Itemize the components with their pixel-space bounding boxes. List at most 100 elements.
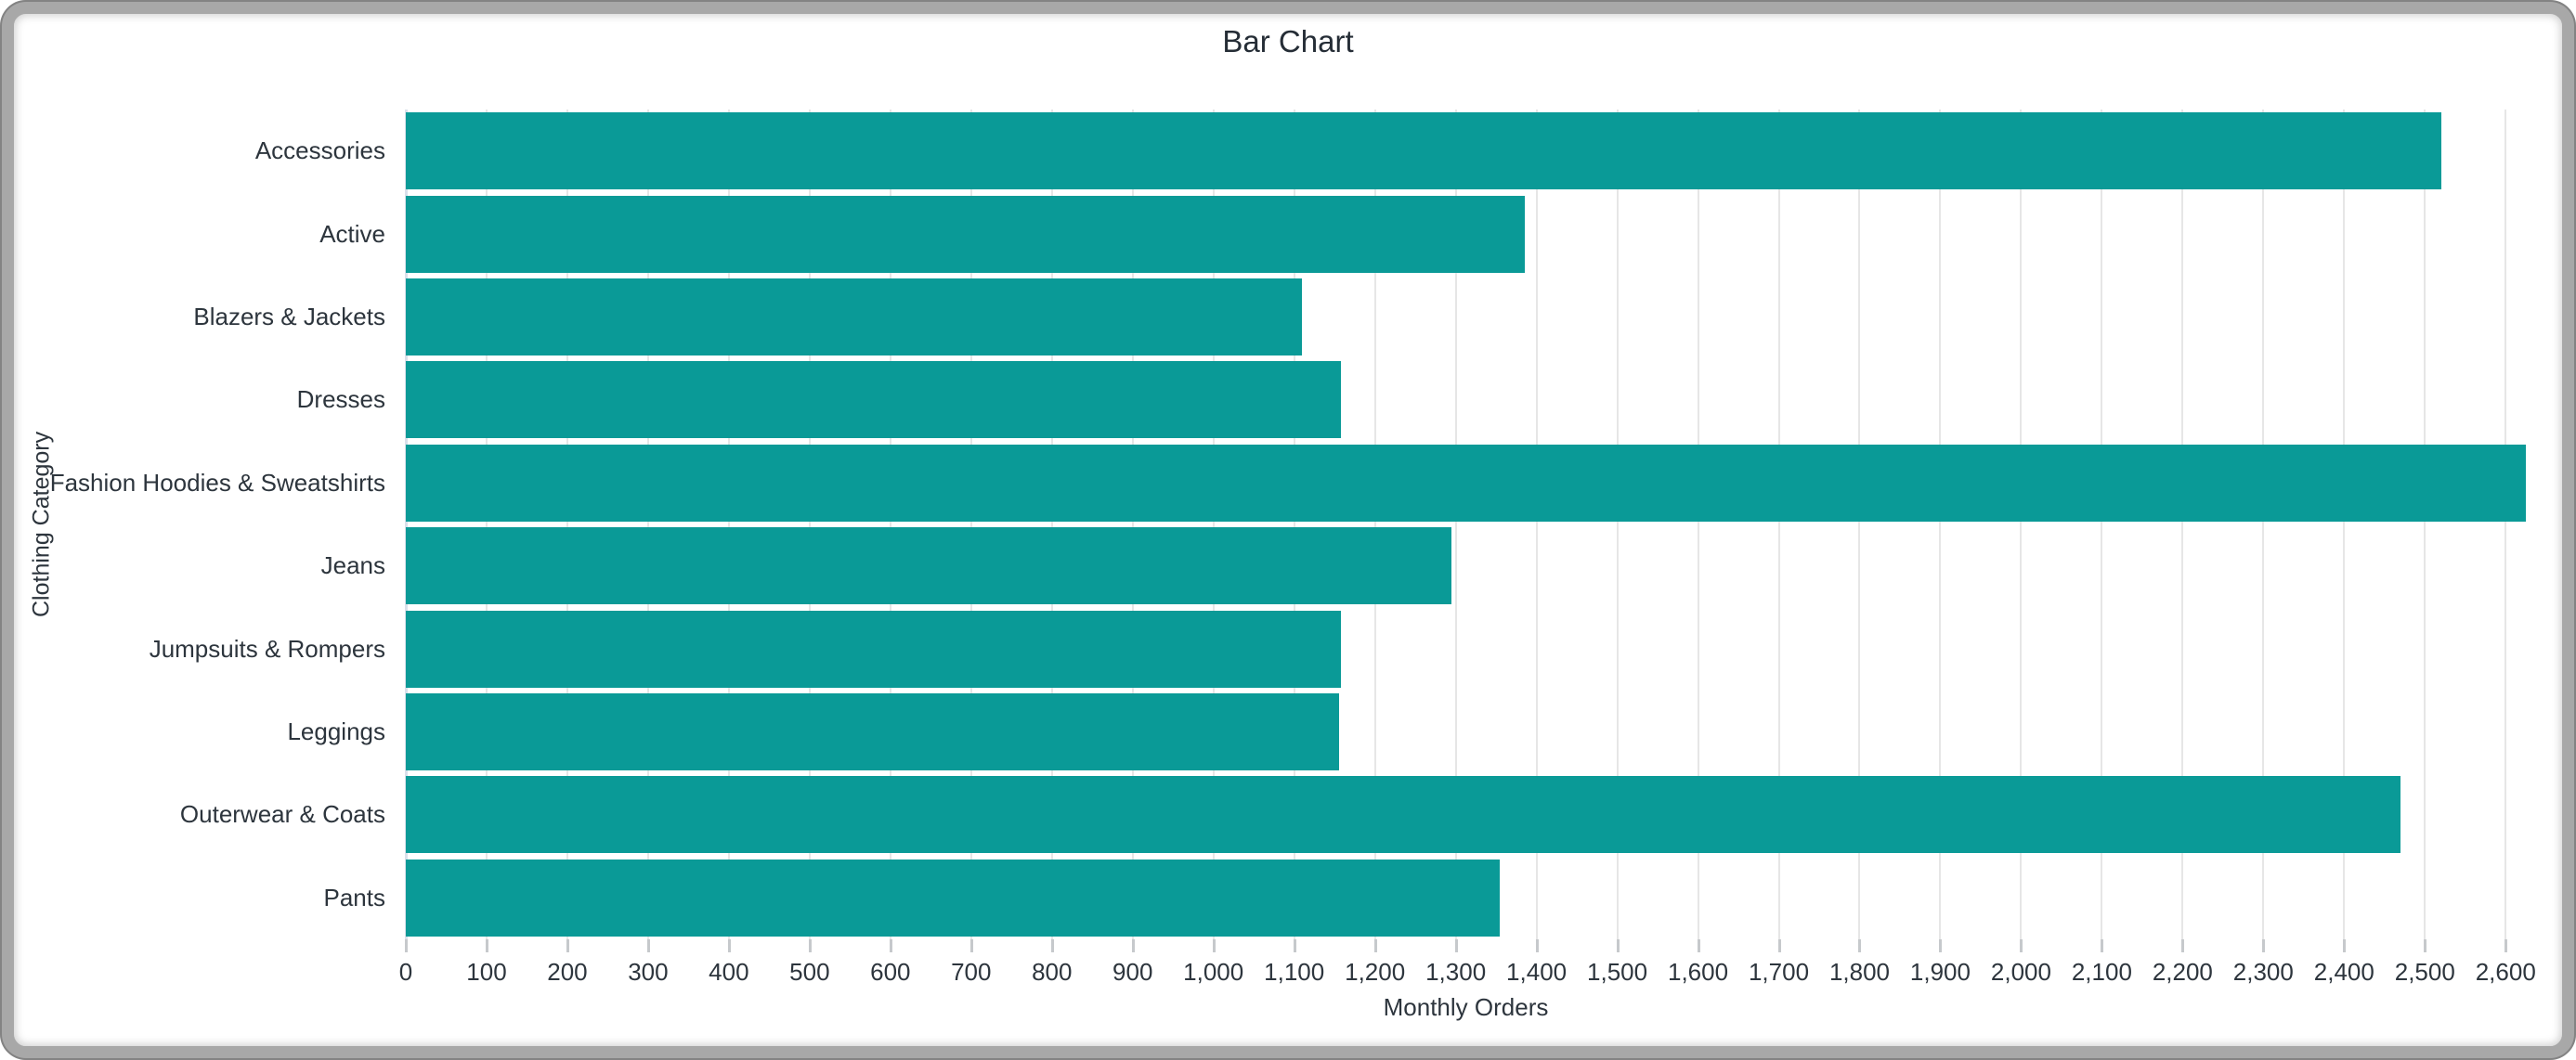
x-tick-label: 2,500 (2394, 958, 2455, 986)
y-tick-label: Jumpsuits & Rompers (149, 634, 385, 663)
x-tick-mark (1939, 939, 1943, 952)
x-tick-mark (485, 939, 488, 952)
x-tick-mark (1454, 939, 1458, 952)
plot-area (405, 110, 2526, 939)
x-tick-label: 300 (628, 958, 669, 986)
gridline (1454, 110, 1457, 939)
bar-row (406, 524, 2526, 607)
y-axis-line (405, 110, 408, 939)
gridline (2424, 110, 2426, 939)
gridline (889, 110, 891, 939)
x-tick-mark (646, 939, 650, 952)
y-tick-label: Blazers & Jackets (193, 303, 385, 331)
x-axis: 0 100 200 300 400 500 600 700 800 900 1,000 1,100 1,… (399, 939, 2536, 995)
gridline (2181, 110, 2184, 939)
gridline (808, 110, 811, 939)
x-tick-mark (2181, 939, 2185, 952)
x-tick-label: 700 (951, 958, 992, 986)
gridline (727, 110, 730, 939)
x-tick-mark (1050, 939, 1054, 952)
x-tick-mark (889, 939, 892, 952)
bar-row (406, 276, 2526, 358)
gridline (1939, 110, 1942, 939)
x-tick-label: 1,400 (1506, 958, 1568, 986)
x-tick-mark (1616, 939, 1620, 952)
bar-row (406, 773, 2526, 856)
x-tick-label: 1,700 (1748, 958, 1810, 986)
bar-blazers-jackets[interactable] (406, 278, 1303, 355)
x-tick-label: 1,000 (1183, 958, 1244, 986)
x-tick-mark (1212, 939, 1216, 952)
bar-jeans[interactable] (406, 527, 1452, 605)
gridline (2343, 110, 2346, 939)
gridline (2020, 110, 2023, 939)
x-tick-label: 1,800 (1828, 958, 1891, 986)
x-tick-label: 2,100 (2071, 958, 2132, 986)
bar-row (406, 857, 2526, 939)
x-tick-mark (808, 939, 812, 952)
x-tick-mark (2101, 939, 2104, 952)
y-tick-label: Accessories (254, 136, 385, 165)
gridline (2101, 110, 2103, 939)
x-tick-label: 1,900 (1909, 958, 1971, 986)
gridline (2504, 110, 2507, 939)
y-tick-label: Outerwear & Coats (179, 800, 385, 829)
gridline (1777, 110, 1780, 939)
x-tick-label: 900 (1112, 958, 1153, 986)
x-tick-label: 100 (466, 958, 507, 986)
x-tick-label: 1,300 (1425, 958, 1487, 986)
x-tick-label: 1,600 (1667, 958, 1729, 986)
gridline (1050, 110, 1053, 939)
x-tick-mark (2020, 939, 2023, 952)
x-tick-mark (1293, 939, 1296, 952)
x-tick-mark (2262, 939, 2266, 952)
x-tick-label: 2,600 (2475, 958, 2536, 986)
x-tick-mark (566, 939, 569, 952)
x-tick-label: 2,400 (2313, 958, 2374, 986)
x-tick-mark (727, 939, 731, 952)
x-tick-mark (2504, 939, 2508, 952)
bar-row (406, 358, 2526, 441)
x-tick-mark (969, 939, 973, 952)
gridline (1131, 110, 1134, 939)
bar-accessories[interactable] (406, 112, 2441, 190)
bar-row (406, 442, 2526, 524)
y-tick-label: Jeans (320, 551, 385, 580)
y-tick-label: Active (319, 219, 385, 248)
gridline (2262, 110, 2265, 939)
bar-fashion-hoodies-sweatshirts[interactable] (406, 444, 2526, 522)
gridline (1616, 110, 1619, 939)
x-tick-label: 2,000 (1990, 958, 2051, 986)
bar-jumpsuits-rompers[interactable] (406, 610, 1342, 688)
bar-active[interactable] (406, 195, 1525, 273)
x-tick-label: 1,500 (1587, 958, 1648, 986)
bar-row (406, 110, 2526, 192)
bar-leggings[interactable] (406, 693, 1339, 771)
gridline (1293, 110, 1295, 939)
x-tick-mark (1858, 939, 1862, 952)
x-tick-label: 500 (789, 958, 830, 986)
x-tick-mark (1373, 939, 1377, 952)
x-axis-title: Monthly Orders (1383, 993, 1549, 1021)
y-axis-tick-labels: Accessories Active Blazers & Jackets Dresse… (0, 110, 385, 939)
x-tick-label: 800 (1032, 958, 1073, 986)
x-tick-label: 600 (870, 958, 911, 986)
y-tick-label: Dresses (296, 385, 385, 414)
bar-row (406, 192, 2526, 275)
x-tick-label: 400 (709, 958, 749, 986)
x-tick-mark (405, 939, 408, 952)
x-tick-label: 2,300 (2232, 958, 2294, 986)
gridline (1535, 110, 1538, 939)
gridline (1858, 110, 1861, 939)
x-tick-mark (2343, 939, 2347, 952)
y-tick-label: Pants (323, 883, 386, 911)
bar-pants[interactable] (406, 859, 1501, 937)
bar-outerwear-coats[interactable] (406, 776, 2401, 854)
x-tick-label: 1,200 (1345, 958, 1406, 986)
chart-title: Bar Chart (1222, 24, 1354, 58)
x-tick-mark (1777, 939, 1781, 952)
x-tick-label: 0 (398, 958, 413, 986)
x-tick-mark (2424, 939, 2427, 952)
x-tick-mark (1131, 939, 1135, 952)
bar-dresses[interactable] (406, 361, 1342, 439)
